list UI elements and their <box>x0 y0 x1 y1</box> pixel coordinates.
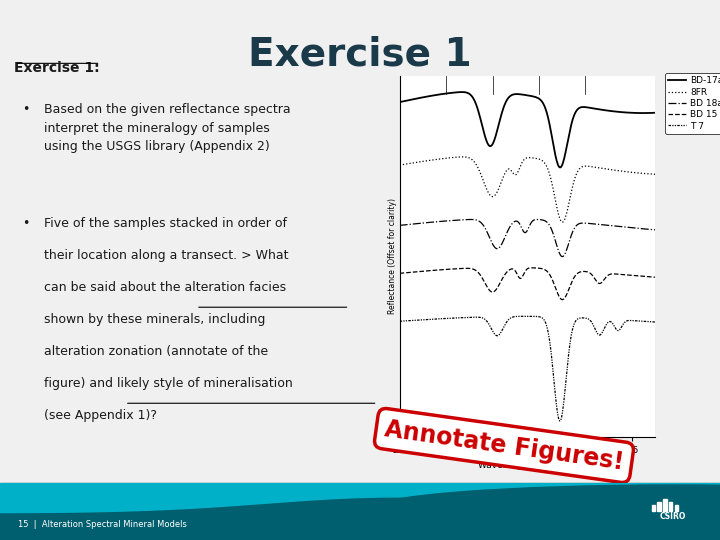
Legend: BD-17a, 8FR, BD 18a, BD 15, T 7: BD-17a, 8FR, BD 18a, BD 15, T 7 <box>665 73 720 134</box>
BD 15 <box>395 270 404 276</box>
BD-17a <box>395 99 404 105</box>
BD 18a <box>558 253 567 260</box>
BD 15 <box>479 276 487 282</box>
BD-17a <box>651 110 660 116</box>
8FR <box>395 162 404 168</box>
T 7 <box>555 418 564 424</box>
8FR <box>558 219 567 225</box>
Text: Five of the samples stacked in order of: Five of the samples stacked in order of <box>45 217 287 230</box>
T 7 <box>519 313 528 320</box>
T 7 <box>582 315 591 322</box>
Bar <box>657 502 661 510</box>
Text: •: • <box>22 217 30 230</box>
8FR <box>458 153 467 160</box>
BD 15 <box>582 268 591 275</box>
T 7 <box>395 318 404 325</box>
Line: T 7: T 7 <box>400 316 655 421</box>
BD 18a <box>582 220 591 226</box>
T 7 <box>651 319 660 325</box>
Text: figure) and likely style of mineralisation: figure) and likely style of mineralisati… <box>45 377 293 390</box>
BD 15 <box>426 267 435 274</box>
Bar <box>675 505 678 510</box>
Line: BD 15: BD 15 <box>400 268 655 300</box>
T 7 <box>557 414 566 420</box>
BD 18a <box>557 253 565 259</box>
Text: Exercise 1:: Exercise 1: <box>14 61 100 75</box>
T 7 <box>581 315 590 321</box>
BD 18a <box>651 227 660 233</box>
Text: can be said about the alteration facies: can be said about the alteration facies <box>45 281 287 294</box>
Text: Exercise 1: Exercise 1 <box>248 35 472 73</box>
BD-17a <box>426 93 435 99</box>
BD 15 <box>581 268 590 275</box>
BD 18a <box>479 221 487 228</box>
8FR <box>581 163 590 170</box>
BD 18a <box>581 220 590 226</box>
Circle shape <box>371 485 720 532</box>
Text: Based on the given reflectance spectra
interpret the mineralogy of samples
using: Based on the given reflectance spectra i… <box>45 103 291 153</box>
Text: CSIRO: CSIRO <box>660 512 686 521</box>
BD 15 <box>497 278 505 285</box>
8FR <box>426 157 435 164</box>
BD 18a <box>497 242 505 249</box>
8FR <box>582 163 591 170</box>
Bar <box>652 505 655 510</box>
BD 18a <box>395 222 404 228</box>
8FR <box>497 178 505 185</box>
Text: alteration zonation (annotate of the: alteration zonation (annotate of the <box>45 345 269 358</box>
Text: shown by these minerals, including: shown by these minerals, including <box>45 313 266 326</box>
Bar <box>669 502 672 510</box>
BD 15 <box>651 274 660 280</box>
X-axis label: Wavelength (microns): Wavelength (microns) <box>477 461 577 470</box>
BD-17a <box>581 104 590 110</box>
BD-17a <box>557 163 566 169</box>
BD-17a <box>497 111 505 118</box>
Text: (see Appendix 1)?: (see Appendix 1)? <box>45 409 158 422</box>
BD-17a <box>582 104 591 111</box>
T 7 <box>479 315 487 321</box>
BD 15 <box>557 296 565 302</box>
8FR <box>480 178 488 185</box>
BD-17a <box>480 127 488 134</box>
BD 18a <box>426 219 435 226</box>
Text: Annotate Figures!: Annotate Figures! <box>383 417 625 474</box>
Text: 15  |  Alteration Spectral Mineral Models: 15 | Alteration Spectral Mineral Models <box>18 519 187 529</box>
Line: BD 18a: BD 18a <box>400 219 655 256</box>
Text: their location along a transect. > What: their location along a transect. > What <box>45 249 289 262</box>
BD-17a <box>556 164 564 171</box>
8FR <box>651 171 660 178</box>
Y-axis label: Reflectance (Offset for clarity): Reflectance (Offset for clarity) <box>388 199 397 314</box>
Bar <box>663 498 667 510</box>
Line: 8FR: 8FR <box>400 157 655 222</box>
BD 18a <box>533 216 541 222</box>
Line: BD-17a: BD-17a <box>400 92 655 167</box>
8FR <box>557 218 565 225</box>
Text: •: • <box>22 103 30 116</box>
T 7 <box>426 316 435 322</box>
BD 15 <box>527 265 536 271</box>
T 7 <box>497 329 505 336</box>
BD 15 <box>558 296 567 303</box>
BD-17a <box>457 89 466 95</box>
